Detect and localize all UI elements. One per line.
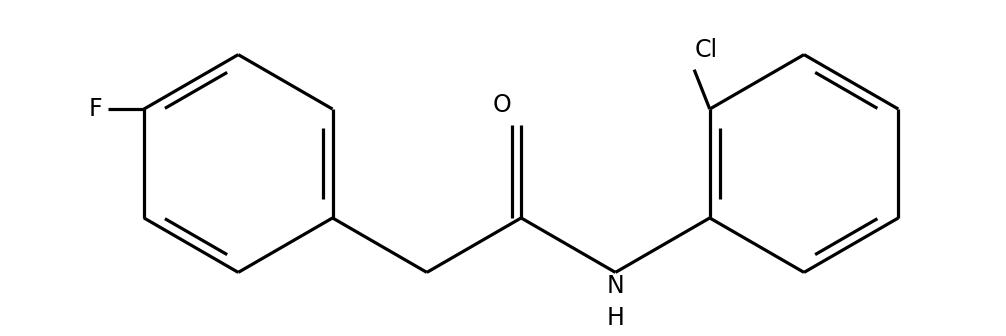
Text: F: F: [89, 97, 103, 121]
Text: H: H: [607, 305, 625, 330]
Text: Cl: Cl: [694, 38, 717, 62]
Text: O: O: [493, 93, 512, 117]
Text: N: N: [607, 275, 625, 298]
